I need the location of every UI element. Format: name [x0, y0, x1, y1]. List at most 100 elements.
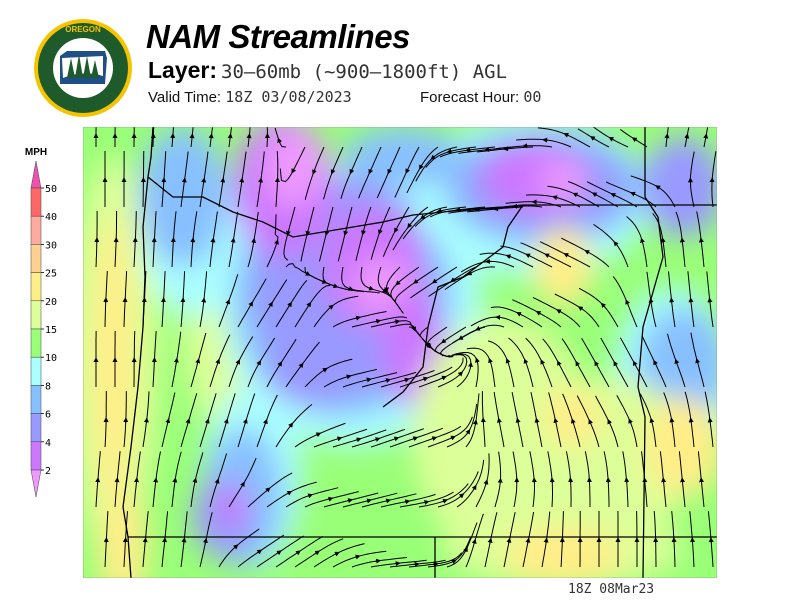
- streamline-arrow: [165, 417, 171, 424]
- streamline-arrow: [248, 301, 254, 307]
- streamline-arrow: [608, 137, 615, 142]
- legend-band-2-4: [30, 441, 42, 471]
- streamline-arrow: [204, 418, 210, 425]
- streamline-arrow: [375, 318, 382, 324]
- streamline-arrow: [214, 478, 220, 485]
- streamline-arrow: [570, 418, 576, 425]
- streamline-arrow: [263, 418, 268, 425]
- legend-arrow-above: [30, 160, 42, 189]
- streamline-arrow: [394, 319, 401, 325]
- legend-band-25-30: [30, 244, 42, 273]
- streamline-arrow: [465, 147, 472, 153]
- streamline-arrow: [185, 418, 191, 425]
- streamline-arrow: [577, 306, 584, 312]
- streamline-arrow: [366, 498, 373, 504]
- layer-info: Layer: 30–60mb (~900–1800ft) AGL: [148, 57, 507, 84]
- streamline-arrow: [172, 477, 178, 484]
- streamline-arrow: [287, 301, 292, 308]
- streamline-arrow: [544, 253, 550, 259]
- streamline-arrow: [664, 133, 670, 140]
- streamline-arrow: [488, 357, 493, 364]
- streamline-arrow: [328, 304, 334, 310]
- streamline-arrow: [465, 429, 471, 435]
- streamline-arrow: [330, 168, 336, 175]
- streamline-arrow: [306, 301, 312, 308]
- streamline-arrow: [251, 237, 257, 244]
- streamline-arrow: [349, 168, 355, 175]
- legend-band-10-15: [30, 328, 42, 358]
- streamline-arrow: [588, 418, 593, 425]
- forecast-hour-value: 00: [523, 88, 542, 106]
- legend-band-20-25: [30, 272, 42, 302]
- streamline-arrow: [368, 168, 374, 175]
- streamline-arrow: [173, 357, 179, 364]
- streamline-map: [83, 127, 717, 578]
- streamline-arrow: [475, 357, 480, 364]
- streamline-arrow: [286, 490, 293, 496]
- streamline-arrow: [450, 435, 456, 441]
- streamline-arrow: [412, 436, 419, 442]
- streamline-arrow: [552, 195, 558, 201]
- streamline-arrow: [240, 481, 245, 488]
- legend-band-6-8: [30, 385, 42, 414]
- legend-tick-label: 8: [45, 381, 51, 392]
- streamline-arrow: [660, 237, 666, 244]
- streamline-arrow: [395, 280, 401, 286]
- streamline-arrow: [440, 338, 447, 344]
- streamline-arrow: [556, 309, 562, 314]
- legend-tick-label: 25: [45, 269, 57, 280]
- streamline-arrow: [628, 418, 633, 424]
- streamline-arrow: [345, 374, 352, 380]
- streamline-arrow: [572, 192, 579, 198]
- streamline-arrow: [707, 417, 713, 424]
- streamline-arrow: [403, 377, 410, 383]
- streamline-arrow: [600, 302, 606, 308]
- streamline-arrow: [707, 297, 713, 304]
- streamline-arrow: [688, 417, 694, 424]
- streamline-arrow: [543, 537, 549, 544]
- page-title: NAM Streamlines: [146, 18, 410, 55]
- streamline-arrow: [365, 377, 372, 383]
- streamline-arrow: [347, 498, 354, 504]
- streamline-arrow: [314, 550, 321, 556]
- streamline-arrow: [181, 177, 187, 184]
- streamline-arrow: [208, 133, 214, 140]
- legend-tick-label: 4: [45, 438, 51, 449]
- streamline-arrow: [210, 237, 216, 244]
- streamline-arrow: [153, 477, 159, 484]
- shading-20-25: [503, 527, 623, 578]
- streamline-arrow: [394, 227, 399, 234]
- shading-4-6: [263, 327, 363, 407]
- streamline-arrow: [277, 137, 282, 144]
- streamline-arrow: [563, 133, 570, 138]
- streamline-arrow: [322, 367, 328, 373]
- streamline-arrow: [232, 544, 239, 550]
- streamline-arrow: [515, 417, 521, 424]
- streamline-arrow: [466, 270, 473, 276]
- streamline-arrow: [534, 417, 540, 424]
- streamline-arrow: [361, 229, 366, 236]
- streamline-arrow: [418, 164, 424, 170]
- streamline-arrow: [607, 418, 613, 425]
- streamline-arrow: [347, 286, 354, 291]
- streamline-arrow: [227, 133, 233, 140]
- streamline-arrow: [525, 253, 531, 259]
- streamline-arrow: [387, 168, 393, 175]
- legend-band-8-10: [30, 356, 42, 386]
- legend-band-15-20: [30, 300, 42, 330]
- streamline-arrow: [589, 136, 596, 141]
- legend-band-4-6: [30, 413, 42, 443]
- streamline-arrow: [256, 359, 261, 366]
- legend-tick-label: 40: [45, 212, 57, 223]
- streamline-arrow: [471, 538, 477, 545]
- streamline-arrow: [423, 499, 430, 505]
- svg-text:OREGON: OREGON: [65, 25, 101, 34]
- legend-tick-label: 50: [45, 184, 57, 195]
- streamline-arrow: [471, 484, 477, 491]
- forecast-hour-label: Forecast Hour:: [420, 89, 520, 106]
- streamline-arrow: [327, 496, 334, 502]
- streamline-arrow: [378, 228, 383, 235]
- streamline-arrow: [649, 417, 655, 424]
- streamline-arrow: [525, 537, 531, 544]
- streamline-arrow: [487, 537, 493, 544]
